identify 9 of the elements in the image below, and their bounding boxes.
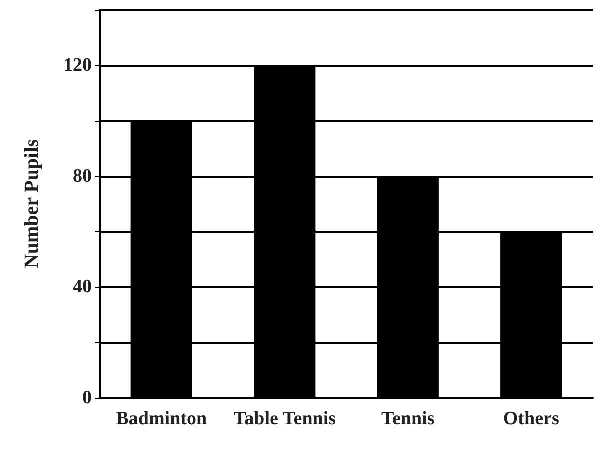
y-tick-label: 40 [73, 276, 92, 298]
x-tick-label: Badminton [116, 408, 208, 430]
y-tick-label: 80 [73, 166, 92, 187]
x-tick-label: Others [503, 408, 560, 430]
x-tick-label: Tennis [382, 408, 435, 430]
y-tick-label: 120 [64, 54, 92, 76]
y-axis-title: Number Pupils [21, 139, 43, 269]
x-tick-label: Table Tennis [234, 408, 336, 430]
y-tick-label: 0 [82, 388, 92, 408]
